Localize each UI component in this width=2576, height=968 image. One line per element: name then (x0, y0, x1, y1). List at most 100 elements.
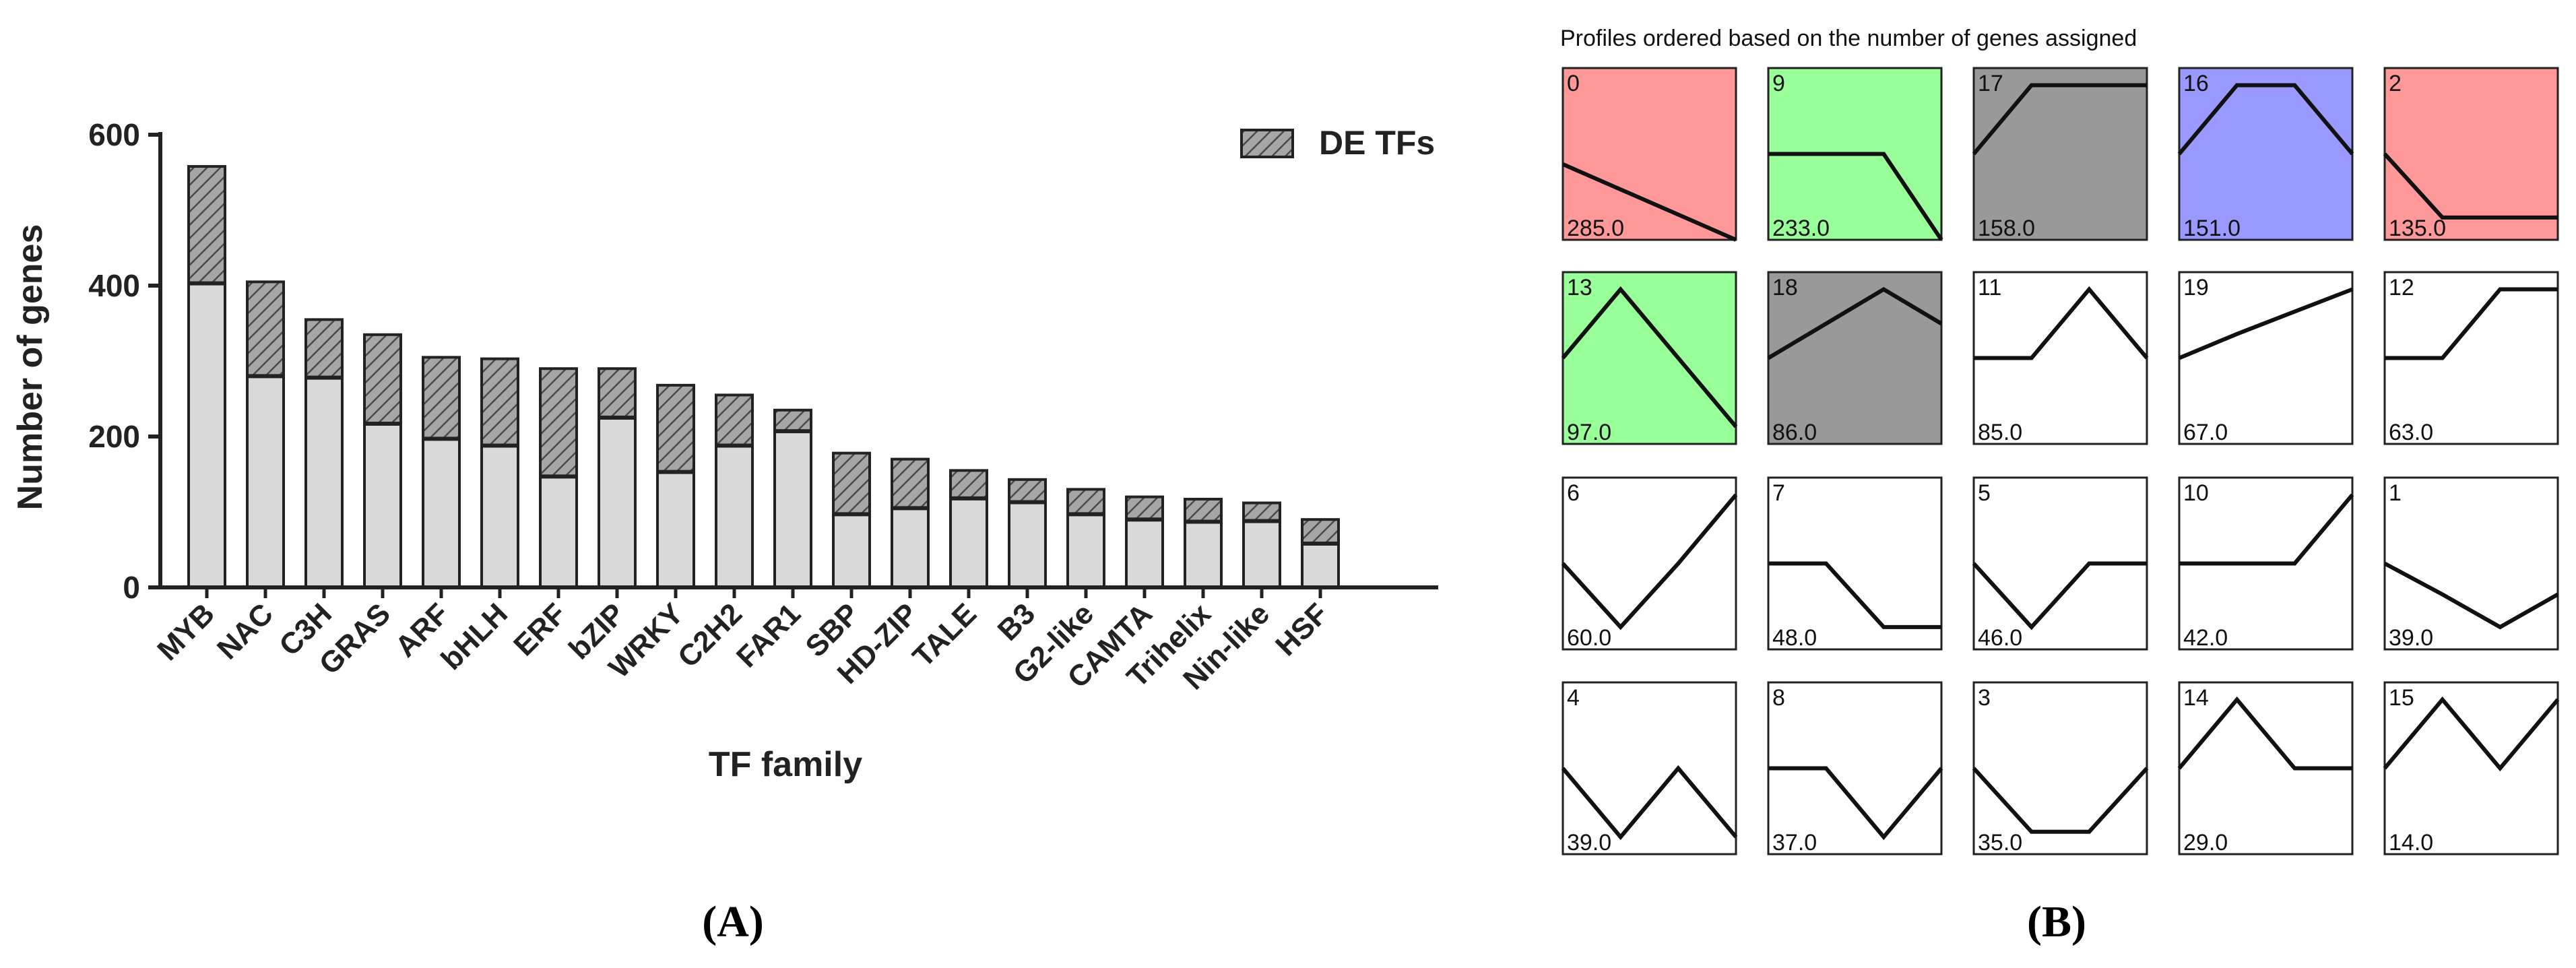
profile-id: 12 (2389, 275, 2414, 300)
profile-id: 8 (1772, 685, 1785, 711)
profile-count: 67.0 (2183, 420, 2228, 445)
y-axis-label: Number of genes (11, 224, 50, 511)
profile-box: 17 158.0 (1972, 67, 2148, 241)
profile-box: 439.0 (1561, 681, 1738, 856)
bar-group (598, 367, 637, 589)
x-tick-label: ERF (507, 597, 573, 662)
x-tick-label: HSF (1269, 597, 1334, 662)
profile-count: 233.0 (1772, 216, 1830, 241)
profile-count: 39.0 (2389, 625, 2433, 651)
bar-group (539, 367, 578, 589)
legend-label: DE TFs (1319, 124, 1435, 162)
profile-id: 16 (2183, 71, 2209, 96)
profile-box: 18 86.0 (1767, 271, 1943, 445)
profile-id: 7 (1772, 480, 1785, 506)
bar-group (363, 333, 402, 589)
x-tick-label: bHLH (434, 597, 514, 676)
profile-line (2177, 83, 2354, 156)
profile-line (2383, 152, 2558, 220)
profile-id: 4 (1567, 685, 1580, 711)
bar-non-de (891, 507, 930, 589)
bar-de-tfs (187, 165, 226, 285)
profile-count: 37.0 (1772, 830, 1817, 856)
profile-id: 11 (1978, 275, 2001, 300)
profile-count: 85.0 (1978, 420, 2022, 445)
x-tick-label: MYB (151, 597, 221, 667)
bar-group (949, 469, 988, 589)
profile-count: 29.0 (2183, 830, 2228, 856)
profile-line (1561, 765, 1738, 841)
profile-id: 10 (2183, 480, 2209, 506)
profile-background (1972, 67, 2148, 241)
profile-id: 19 (2183, 275, 2209, 300)
profile-box: 14 29.0 (2177, 681, 2354, 856)
bar-non-de (1008, 501, 1047, 589)
bar-non-de (1184, 520, 1223, 589)
profile-line (1972, 561, 2147, 631)
profile-line (1561, 286, 1738, 428)
bar-group (1066, 488, 1105, 589)
profile-count: 46.0 (1978, 625, 2022, 651)
bar-group (656, 383, 695, 589)
profile-line (1561, 162, 1737, 242)
profile-count: 285.0 (1567, 216, 1624, 241)
profile-count: 158.0 (1978, 216, 2035, 241)
profile-id: 0 (1567, 71, 1580, 96)
profile-line (2385, 287, 2558, 360)
bar-de-tfs (949, 469, 988, 500)
profile-count: 86.0 (1772, 420, 1817, 445)
panel-label-b: (B) (2027, 897, 2086, 946)
bar-de-tfs (363, 333, 402, 425)
x-tick-label: FAR1 (730, 597, 807, 674)
profile-grid-title: Profiles ordered based on the number of … (1560, 26, 2137, 51)
profile-box: 19 67.0 (2178, 271, 2354, 445)
bar-group (891, 457, 930, 589)
profile-box: 139.0 (2383, 476, 2559, 651)
profile-line (2178, 287, 2354, 360)
profile-count: 60.0 (1567, 625, 1611, 651)
profile-id: 1 (2389, 480, 2402, 506)
bar-non-de (656, 470, 695, 589)
bar-group (715, 393, 754, 589)
bar-group (1301, 518, 1340, 589)
x-tick-label: NAC (211, 597, 280, 666)
bar-de-tfs (773, 408, 812, 433)
profile-count: 39.0 (1567, 830, 1611, 856)
profile-id: 17 (1978, 71, 2003, 96)
bar-de-tfs (656, 383, 695, 474)
profile-box: 335.0 (1972, 681, 2149, 856)
bar-de-tfs (1242, 501, 1281, 523)
profile-line (1768, 152, 1943, 241)
profile-count: 42.0 (2183, 625, 2228, 651)
profile-line (2177, 696, 2352, 771)
profile-box: 9 233.0 (1767, 67, 1943, 241)
bar-non-de (1242, 519, 1281, 589)
bar-non-de (304, 376, 344, 589)
profile-count: 63.0 (2389, 420, 2433, 445)
profile-line (1974, 286, 2149, 360)
bar-group (246, 280, 285, 589)
profile-box: 837.0 (1767, 681, 1943, 856)
bar-non-de (949, 496, 988, 589)
profile-background (1767, 271, 1943, 445)
profile-id: 3 (1978, 685, 1991, 711)
bar-de-tfs (832, 451, 871, 516)
profile-id: 9 (1772, 71, 1785, 96)
profile-box: 2 135.0 (2383, 67, 2559, 241)
x-tick-label: TALE (906, 597, 983, 674)
profile-background (1561, 67, 1737, 241)
profile-line (2179, 493, 2354, 566)
bar-non-de (246, 375, 285, 589)
profile-grid-panel: Profiles ordered based on the number of … (1560, 26, 2560, 946)
profile-count: 48.0 (1772, 625, 1817, 651)
bar-de-tfs (715, 393, 754, 447)
bar-de-tfs (422, 356, 461, 441)
profile-line (1768, 766, 1943, 841)
bar-group (773, 408, 812, 589)
x-axis-label: TF family (709, 745, 862, 784)
bar-chart-panel: Number of genes TF family DE TFs 0 200 400… (11, 117, 1438, 946)
profile-box: 13 97.0 (1561, 271, 1738, 445)
profile-count: 35.0 (1978, 830, 2022, 856)
profile-box: 10 42.0 (2178, 476, 2354, 651)
bar-de-tfs (480, 357, 519, 447)
